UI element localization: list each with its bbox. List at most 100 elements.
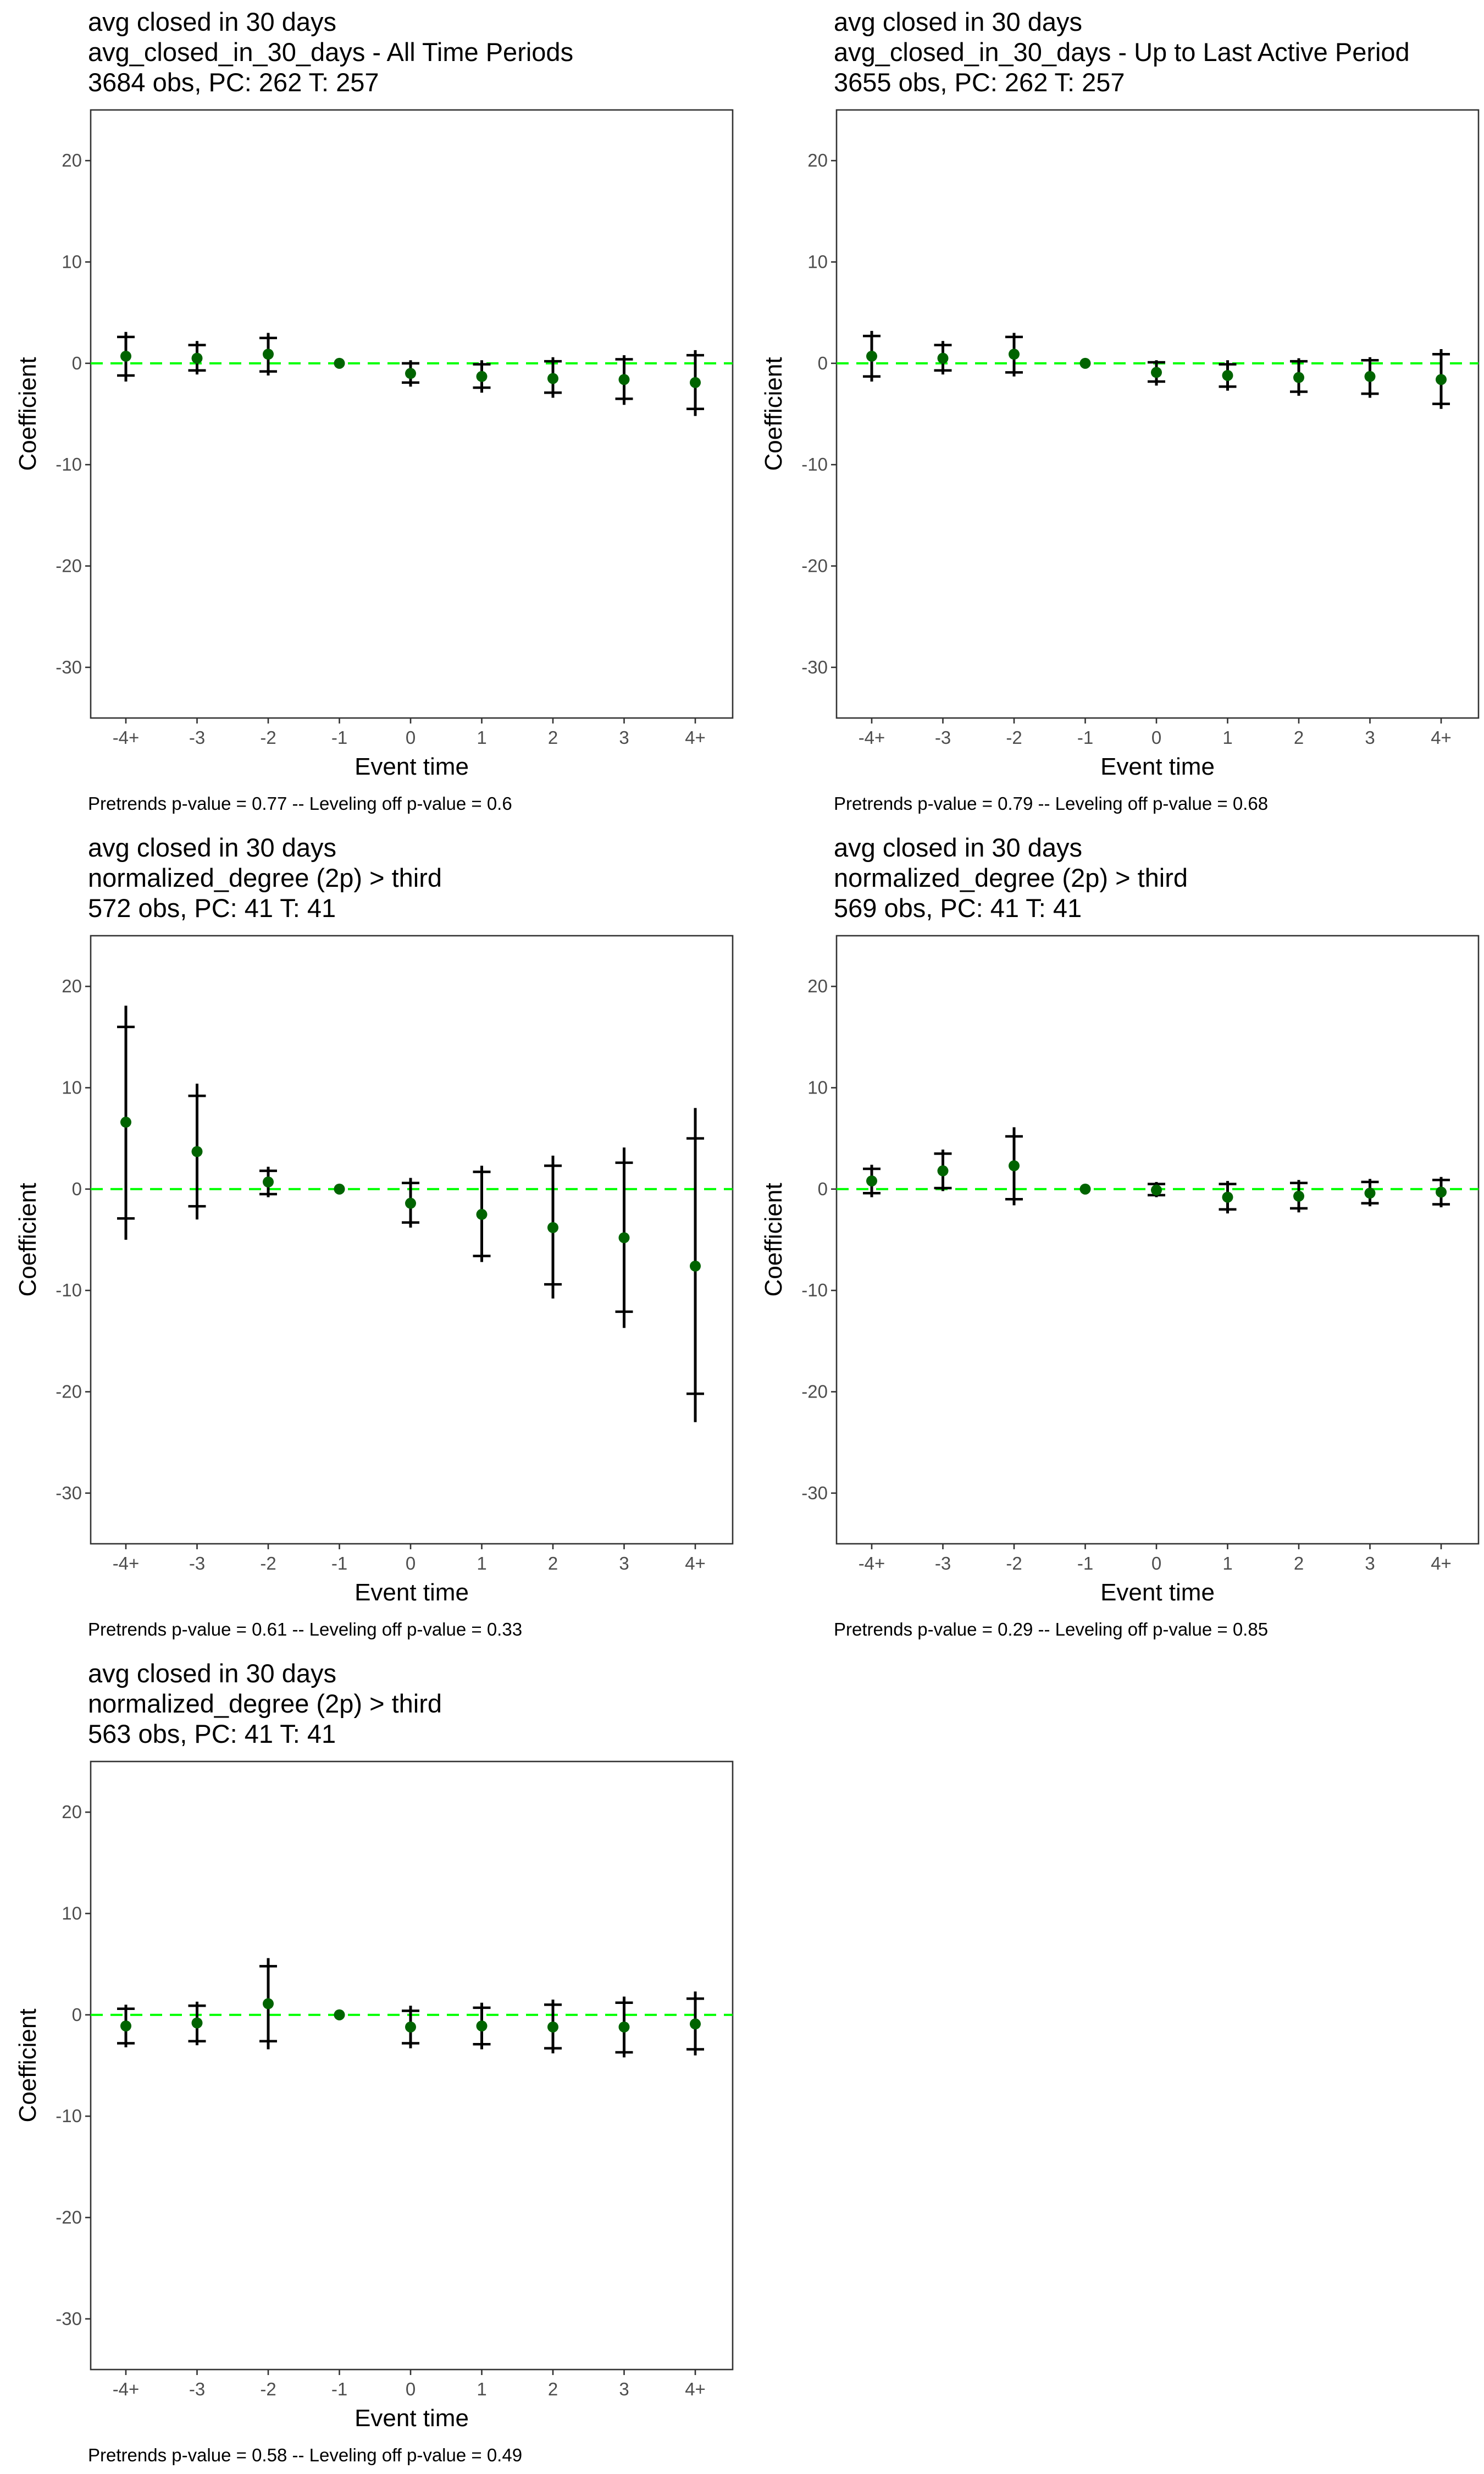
x-axis-label: Event time [1100, 753, 1215, 780]
y-tick-label: -20 [56, 2207, 82, 2228]
x-tick-label: -1 [331, 727, 347, 748]
chart-panel-1: avg closed in 30 daysavg_closed_in_30_da… [14, 7, 734, 814]
coefficient-point [263, 1176, 274, 1188]
x-tick-label: 1 [477, 1553, 486, 1573]
x-tick-label: 1 [1222, 727, 1232, 748]
coefficient-point [1079, 357, 1091, 369]
y-tick-label: -20 [801, 1382, 828, 1402]
coefficient-point [263, 1998, 274, 2009]
x-tick-label: -4+ [113, 2379, 140, 2399]
coefficient-point [120, 350, 131, 362]
coefficient-point [937, 352, 949, 364]
y-tick-label: 20 [62, 976, 82, 996]
coefficient-point [1364, 1188, 1376, 1199]
chart-title-line: avg closed in 30 days [88, 833, 336, 862]
coefficient-point [263, 349, 274, 360]
y-axis-label: Coefficient [14, 357, 41, 471]
y-tick-label: -30 [801, 1483, 828, 1503]
chart-title-line: 572 obs, PC: 41 T: 41 [88, 893, 336, 923]
coefficient-point [1009, 349, 1020, 360]
x-tick-label: -2 [1006, 727, 1022, 748]
y-tick-label: -10 [801, 454, 828, 474]
x-tick-label: -4+ [113, 1553, 140, 1573]
x-tick-label: 0 [406, 2379, 416, 2399]
p-value-note: Pretrends p-value = 0.29 -- Leveling off… [834, 1619, 1268, 1639]
y-tick-label: -30 [56, 2309, 82, 2329]
x-axis-label: Event time [355, 753, 469, 780]
y-tick-label: 10 [62, 252, 82, 272]
y-tick-label: 20 [807, 150, 828, 170]
y-tick-label: 0 [72, 2004, 82, 2025]
x-axis-label: Event time [355, 2405, 469, 2432]
coefficient-point [547, 373, 558, 384]
y-tick-label: 0 [818, 1179, 828, 1199]
y-axis-label: Coefficient [760, 1183, 787, 1296]
y-tick-label: 20 [62, 1802, 82, 1822]
x-tick-label: -2 [260, 727, 276, 748]
x-tick-label: 2 [548, 2379, 558, 2399]
p-value-note: Pretrends p-value = 0.61 -- Leveling off… [88, 1619, 522, 1639]
y-tick-label: 10 [62, 1903, 82, 1924]
x-tick-label: 0 [1151, 727, 1161, 748]
coefficient-point [191, 2017, 203, 2029]
plot-frame [835, 935, 1480, 1545]
y-axis-label: Coefficient [14, 1183, 41, 1296]
x-tick-label: -1 [1077, 727, 1093, 748]
coefficient-point [405, 1197, 416, 1209]
y-tick-label: 10 [807, 1078, 828, 1098]
coefficient-point [1079, 1183, 1091, 1195]
chart-title-line: normalized_degree (2p) > third [88, 1689, 442, 1718]
x-tick-label: 3 [619, 2379, 629, 2399]
x-tick-label: 0 [1151, 1553, 1161, 1573]
y-tick-label: -30 [801, 657, 828, 677]
coefficient-point [191, 1146, 203, 1157]
plot-frame [90, 1760, 734, 2371]
x-tick-label: -3 [935, 727, 951, 748]
y-tick-label: -10 [56, 454, 82, 474]
x-tick-label: -1 [331, 2379, 347, 2399]
coefficient-point [476, 371, 488, 382]
x-tick-label: -4+ [859, 727, 885, 748]
chart-title-line: avg closed in 30 days [834, 833, 1082, 862]
x-tick-label: -3 [189, 2379, 205, 2399]
chart-title-line: 569 obs, PC: 41 T: 41 [834, 893, 1082, 923]
y-tick-label: 10 [62, 1078, 82, 1098]
y-axis-label: Coefficient [760, 357, 787, 471]
plot-frame [90, 109, 734, 719]
coefficient-point [690, 1260, 701, 1272]
y-tick-label: 0 [72, 353, 82, 373]
x-tick-label: 3 [619, 1553, 629, 1573]
x-tick-label: 4+ [1431, 727, 1452, 748]
x-tick-label: 2 [548, 1553, 558, 1573]
x-tick-label: 2 [1294, 1553, 1304, 1573]
coefficient-point [191, 352, 203, 364]
y-tick-label: 0 [818, 353, 828, 373]
x-tick-label: -3 [189, 727, 205, 748]
x-axis-label: Event time [355, 1579, 469, 1606]
x-tick-label: 4+ [685, 727, 706, 748]
chart-title-line: avg_closed_in_30_days - Up to Last Activ… [834, 37, 1410, 67]
coefficient-point [547, 2021, 558, 2033]
y-axis-label: Coefficient [14, 2008, 41, 2122]
coefficient-point [334, 2009, 345, 2020]
y-tick-label: 0 [72, 1179, 82, 1199]
chart-title-line: 3655 obs, PC: 262 T: 257 [834, 68, 1125, 97]
p-value-note: Pretrends p-value = 0.79 -- Leveling off… [834, 793, 1268, 814]
coefficient-point [1151, 367, 1162, 378]
x-tick-label: 1 [1222, 1553, 1232, 1573]
chart-panel-2: avg closed in 30 daysavg_closed_in_30_da… [760, 7, 1480, 814]
chart-title-line: avg closed in 30 days [88, 1659, 336, 1688]
coefficient-point [690, 377, 701, 388]
y-tick-label: -20 [56, 1382, 82, 1402]
coefficient-point [1293, 372, 1304, 383]
coefficient-point [476, 2020, 488, 2032]
coefficient-point [120, 1117, 131, 1128]
y-tick-label: -30 [56, 1483, 82, 1503]
coefficient-point [1009, 1160, 1020, 1172]
x-tick-label: -3 [189, 1553, 205, 1573]
coefficient-point [866, 1175, 877, 1187]
x-axis-label: Event time [1100, 1579, 1215, 1606]
